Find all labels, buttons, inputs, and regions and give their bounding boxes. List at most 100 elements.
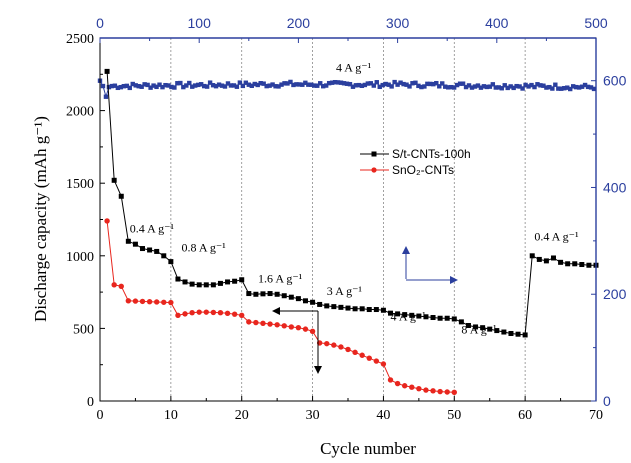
data-point <box>264 83 269 89</box>
data-point <box>338 80 344 85</box>
data-point <box>437 84 442 89</box>
data-point <box>246 291 252 297</box>
data-point <box>332 79 338 85</box>
y2-tick-label: 0 <box>603 393 611 409</box>
data-point <box>469 85 475 90</box>
data-point <box>371 83 376 88</box>
data-point <box>253 319 259 326</box>
data-point <box>295 296 301 302</box>
data-point <box>353 83 359 88</box>
data-point <box>225 81 231 86</box>
data-point <box>588 85 594 90</box>
data-point <box>428 81 433 87</box>
data-point <box>303 80 308 86</box>
legend-marker-s-t-cnts <box>371 151 377 157</box>
data-point <box>118 193 124 199</box>
data-point <box>559 86 564 91</box>
data-point <box>175 312 181 319</box>
data-point <box>472 84 478 89</box>
data-point <box>362 82 368 88</box>
data-point <box>154 84 159 90</box>
data-point <box>585 84 591 90</box>
data-point <box>508 330 514 336</box>
data-point <box>493 85 499 90</box>
data-point <box>253 291 259 297</box>
data-point <box>373 307 379 313</box>
data-point <box>434 80 439 86</box>
data-point <box>231 83 237 88</box>
data-point <box>168 259 174 265</box>
data-point <box>219 83 225 88</box>
data-point <box>501 329 507 335</box>
data-point <box>310 299 316 305</box>
data-point <box>404 82 409 87</box>
data-point <box>431 81 436 87</box>
data-point <box>394 380 401 387</box>
data-point <box>111 177 117 183</box>
data-point <box>326 80 332 86</box>
data-point <box>273 84 278 89</box>
data-point <box>178 80 183 86</box>
series-line <box>106 220 455 393</box>
data-point <box>203 282 209 288</box>
data-point <box>582 82 588 88</box>
data-point <box>210 309 217 316</box>
data-point <box>422 84 427 89</box>
data-point <box>347 81 353 87</box>
data-point <box>556 86 561 91</box>
data-point <box>146 298 153 305</box>
data-point <box>532 84 537 90</box>
data-point <box>444 389 450 395</box>
data-point <box>139 298 146 305</box>
data-point <box>207 80 213 85</box>
data-point <box>189 281 195 287</box>
data-point <box>261 81 266 86</box>
data-point <box>565 261 571 267</box>
x-tick-label: 20 <box>235 408 249 423</box>
data-point <box>335 80 341 85</box>
data-point <box>565 85 570 90</box>
data-point <box>425 81 430 87</box>
data-point <box>478 85 484 90</box>
data-point <box>274 291 280 297</box>
x2-tick-label: 0 <box>96 15 104 31</box>
data-point <box>550 255 556 261</box>
data-point <box>125 238 131 244</box>
data-point <box>246 319 252 325</box>
data-point <box>130 81 135 87</box>
data-point <box>312 83 317 88</box>
data-point <box>573 84 579 90</box>
data-point <box>345 346 351 353</box>
data-point <box>147 247 153 253</box>
x-tick-label: 40 <box>376 408 390 423</box>
current-density-label: 1.6 A g⁻¹ <box>258 272 303 286</box>
data-point <box>511 85 516 91</box>
data-point <box>520 86 525 91</box>
data-point <box>386 82 391 87</box>
data-point <box>222 84 228 89</box>
data-point <box>407 84 412 89</box>
y-tick-label: 0 <box>87 395 94 410</box>
data-point <box>255 82 260 88</box>
x-tick-label: 70 <box>589 408 603 423</box>
series-0 <box>104 68 599 338</box>
data-point <box>127 85 132 91</box>
data-point <box>302 326 309 332</box>
data-point <box>454 82 460 88</box>
data-point <box>568 86 573 92</box>
data-point <box>315 83 320 88</box>
series-line <box>106 71 596 336</box>
data-point <box>246 82 251 87</box>
data-point <box>380 361 387 367</box>
data-point <box>276 84 281 89</box>
data-point <box>338 304 344 310</box>
x-tick-label: 60 <box>518 408 532 423</box>
data-point <box>154 248 160 254</box>
data-point <box>279 82 284 87</box>
data-point <box>198 82 204 87</box>
data-point <box>239 277 245 283</box>
data-point <box>586 262 592 268</box>
data-point <box>169 84 174 90</box>
